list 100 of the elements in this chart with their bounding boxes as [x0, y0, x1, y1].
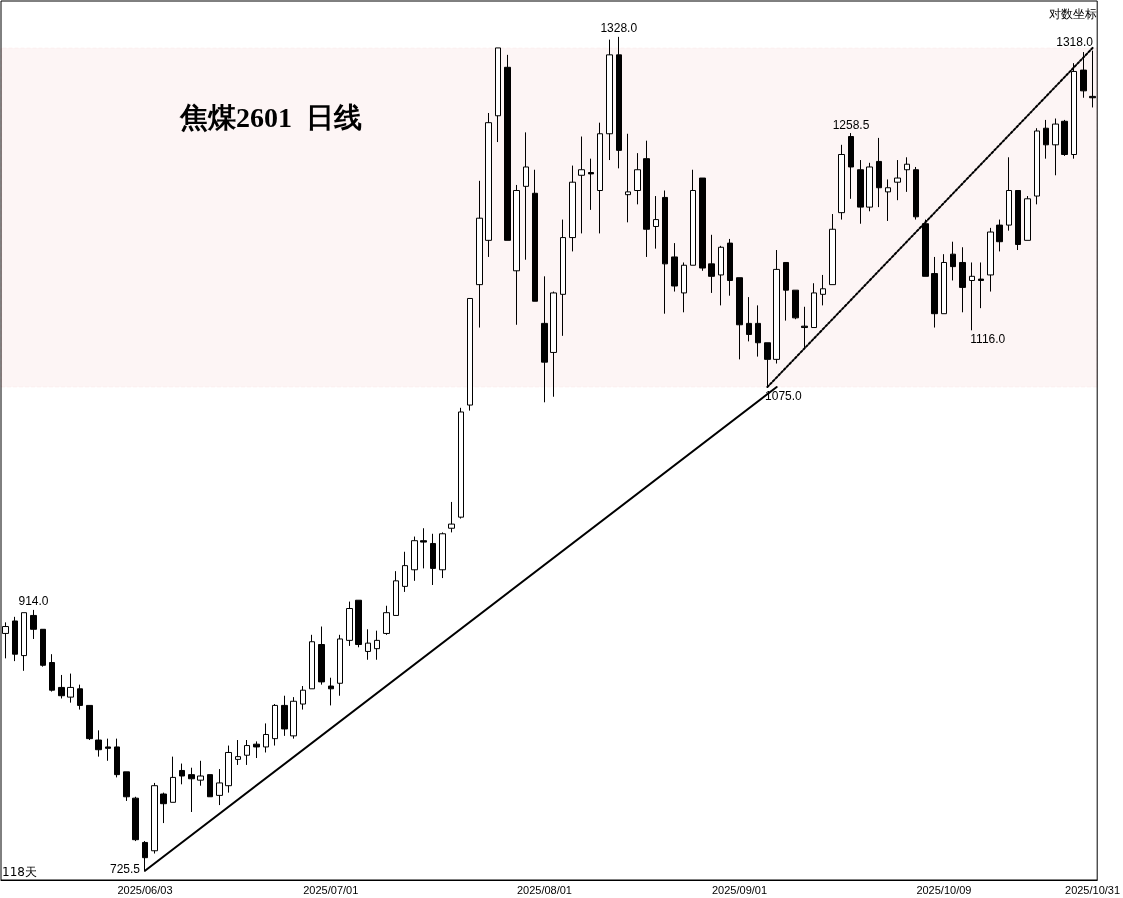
- candlestick: [346, 601, 353, 647]
- candlestick: [151, 782, 158, 855]
- candlestick: [485, 112, 492, 258]
- candlestick: [931, 256, 938, 329]
- candlestick: [179, 763, 185, 785]
- candlestick: [727, 238, 733, 297]
- candlestick: [355, 599, 362, 648]
- candlestick: [606, 39, 613, 161]
- candlestick: [448, 501, 455, 533]
- candlestick: [625, 133, 631, 223]
- candlestick: [894, 159, 901, 201]
- candlestick: [12, 616, 18, 662]
- candlestick: [783, 261, 789, 322]
- candlestick: [578, 136, 585, 234]
- candlestick: [1080, 51, 1087, 99]
- candlestick: [597, 122, 603, 234]
- candlestick: [532, 169, 538, 302]
- x-tick-label: 2025/07/01: [303, 883, 359, 896]
- candlestick: [588, 158, 594, 211]
- candlestick: [792, 289, 799, 320]
- candlestick: [1052, 118, 1059, 176]
- candlestick: [671, 242, 678, 293]
- candlestick: [188, 767, 195, 813]
- annotation: 118天: [2, 865, 37, 879]
- candlestick: [235, 739, 241, 766]
- x-tick-label: 2025/10/31: [1065, 883, 1121, 896]
- candlestick: [67, 673, 74, 704]
- candlestick: [430, 533, 436, 586]
- candlestick: [281, 695, 288, 737]
- candlestick: [337, 634, 343, 697]
- candlestick: [309, 634, 315, 690]
- candlestick: [662, 190, 668, 315]
- x-tick-label: 2025/10/09: [916, 883, 972, 896]
- candlestick: [160, 792, 167, 824]
- candlestick: [811, 282, 817, 329]
- candlestick: [569, 165, 576, 252]
- candlestick: [829, 213, 836, 286]
- candlestick: [393, 570, 399, 616]
- candlestick: [123, 771, 130, 802]
- candlestick: [40, 628, 46, 668]
- text: 焦煤2601 日线: [179, 101, 362, 133]
- candlestick: [318, 626, 325, 686]
- candlestick: [773, 249, 780, 365]
- candlestick: [523, 131, 529, 261]
- candlestick: [439, 531, 446, 579]
- candlestick: [58, 674, 65, 699]
- candlestick: [458, 407, 464, 520]
- candlestick: [513, 184, 520, 326]
- text: 对数坐标: [1049, 7, 1097, 21]
- candlestick: [643, 140, 650, 258]
- candlestick: [290, 696, 297, 740]
- x-tick-label: 2025/09/01: [712, 883, 768, 896]
- candlestick: [402, 551, 408, 593]
- candlestick: [132, 796, 139, 842]
- candlestick: [560, 219, 566, 337]
- candlestick: [987, 227, 994, 293]
- candlestick: [263, 722, 269, 753]
- candlestick: [755, 304, 761, 358]
- candlestick: [420, 527, 427, 569]
- candlestick: [207, 774, 213, 798]
- text: 914.0: [18, 594, 49, 609]
- candlestick: [941, 253, 947, 315]
- candlestick: [467, 297, 473, 412]
- candlestick: [197, 760, 204, 787]
- candlestick: [904, 156, 910, 193]
- candlestick: [996, 219, 1003, 252]
- candlestick: [950, 241, 956, 281]
- candlestick: [105, 738, 111, 762]
- text: 1328.0: [600, 21, 638, 36]
- candlestick: [49, 653, 55, 693]
- candlestick: [77, 684, 83, 711]
- candlestick: [476, 180, 483, 329]
- candlestick: [1015, 190, 1021, 251]
- x-tick-label: 2025/06/03: [117, 883, 173, 896]
- candlestick: [978, 261, 984, 309]
- candlestick: [170, 756, 176, 803]
- candlestick: [690, 169, 696, 266]
- candlestick: [21, 612, 27, 672]
- text: 725.5: [109, 862, 141, 877]
- candlestick: [718, 245, 724, 306]
- candlestick: [681, 261, 687, 313]
- candlestick: [328, 677, 334, 706]
- candlestick: [114, 738, 120, 778]
- candlestick: [801, 306, 808, 349]
- candlestick: [86, 704, 93, 741]
- candlestick: [216, 768, 223, 806]
- candlestick: [1006, 156, 1012, 232]
- candlestick: [885, 178, 891, 222]
- candlestick: [1043, 119, 1049, 160]
- candlestick: [969, 261, 975, 331]
- candlestick: [866, 162, 873, 212]
- candlestick: [857, 159, 864, 225]
- candlestick: [30, 609, 37, 640]
- candlestick: [495, 47, 501, 143]
- candlestick: [550, 291, 557, 398]
- text: 1116.0: [970, 331, 1006, 346]
- candlestick: [838, 144, 845, 221]
- candlestick: [634, 152, 641, 205]
- candlestick: [253, 740, 260, 759]
- x-tick-label: 2025/08/01: [516, 883, 572, 896]
